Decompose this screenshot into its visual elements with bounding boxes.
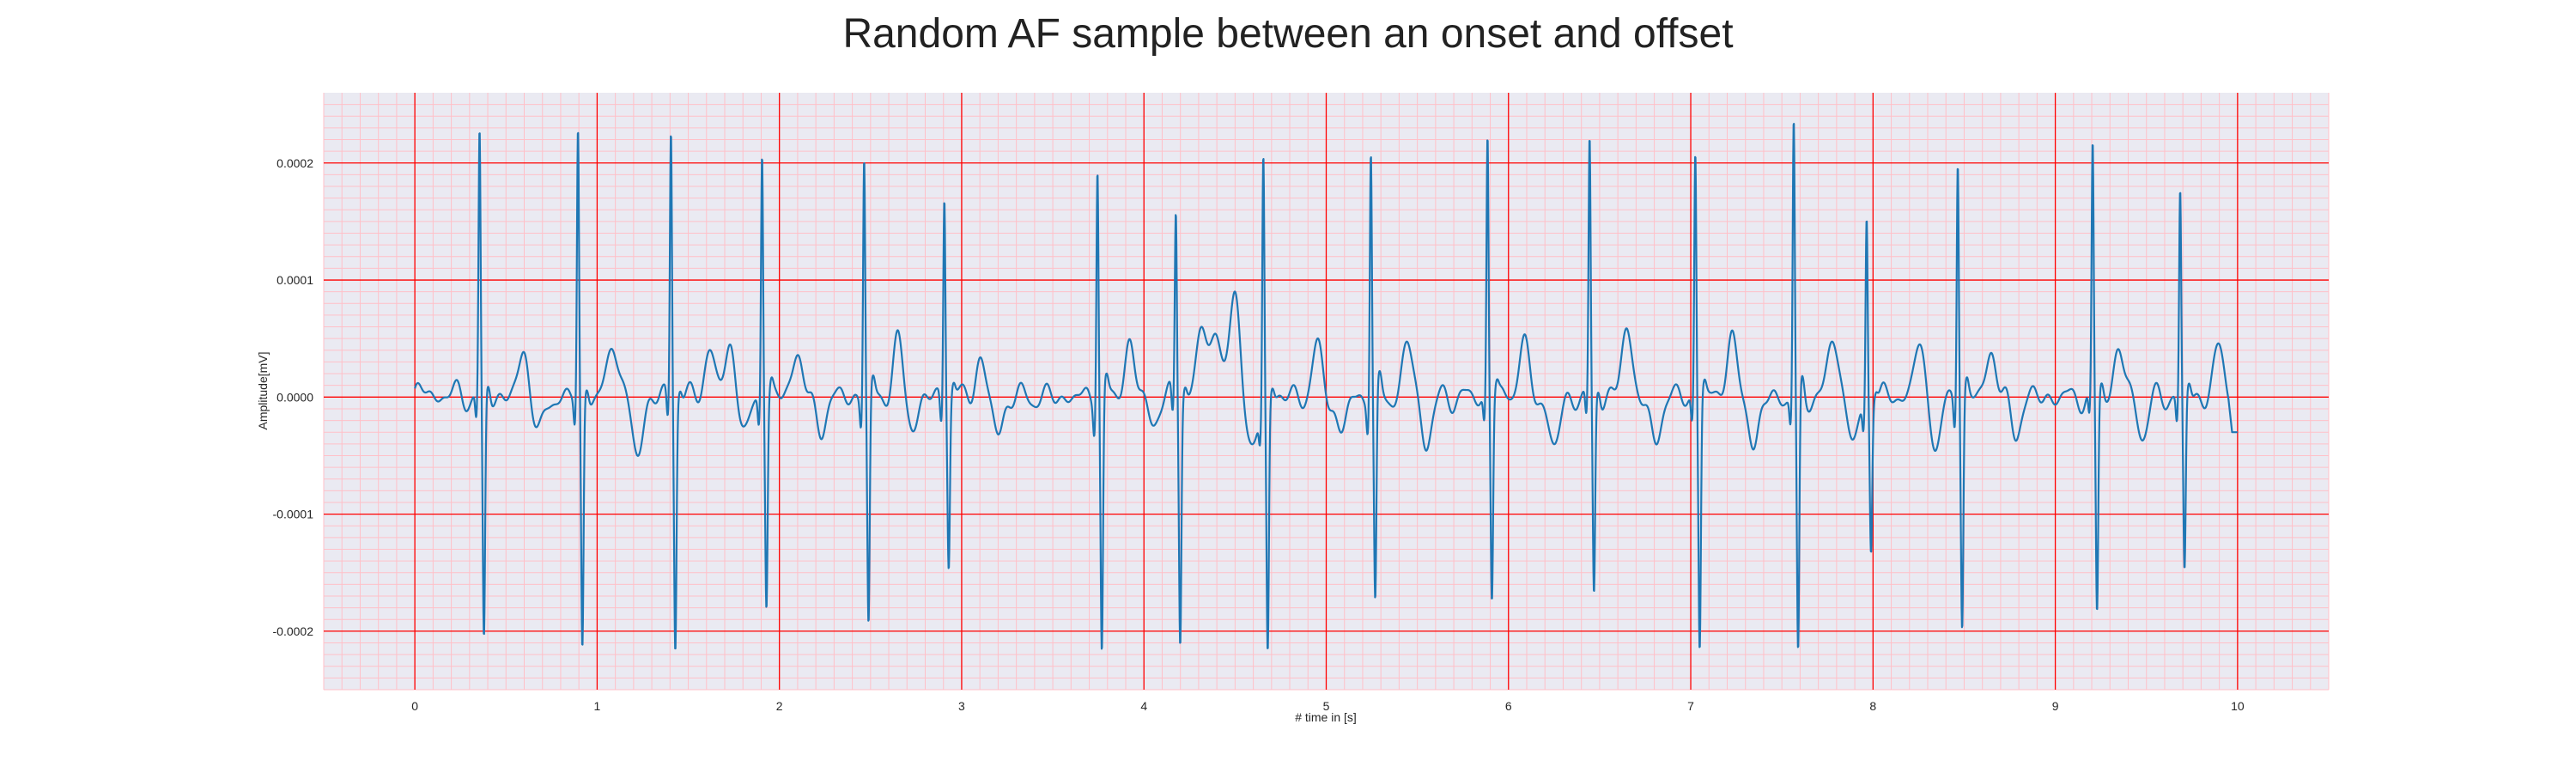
x-tick-label: 2	[776, 699, 783, 713]
x-axis-label: # time in [s]	[1295, 710, 1357, 724]
x-tick-label: 10	[2231, 699, 2245, 713]
x-tick-labels: 0 1 2 3 4 5 6 7 8 9 10	[411, 699, 2245, 713]
chart-title: Random AF sample between an onset and of…	[842, 11, 1733, 57]
y-tick-labels: 0.0002 0.0001 0.0000 -0.0001 -0.0002	[273, 156, 314, 638]
x-tick-label: 8	[1869, 699, 1876, 713]
ecg-signal-line	[414, 123, 2238, 650]
y-tick-label: -0.0002	[273, 624, 314, 638]
y-tick-label: 0.0000	[276, 390, 313, 404]
x-tick-label: 7	[1687, 699, 1694, 713]
x-tick-label: 6	[1505, 699, 1512, 713]
x-tick-label: 3	[958, 699, 965, 713]
y-axis-label: Amplitude[mV]	[256, 351, 270, 429]
x-tick-label: 5	[1323, 699, 1330, 713]
y-tick-label: -0.0001	[273, 508, 314, 521]
x-tick-label: 1	[594, 699, 601, 713]
y-tick-label: 0.0001	[276, 273, 313, 287]
x-tick-label: 9	[2052, 699, 2059, 713]
x-tick-label: 0	[411, 699, 418, 713]
y-tick-label: 0.0002	[276, 156, 313, 170]
x-tick-label: 4	[1140, 699, 1147, 713]
